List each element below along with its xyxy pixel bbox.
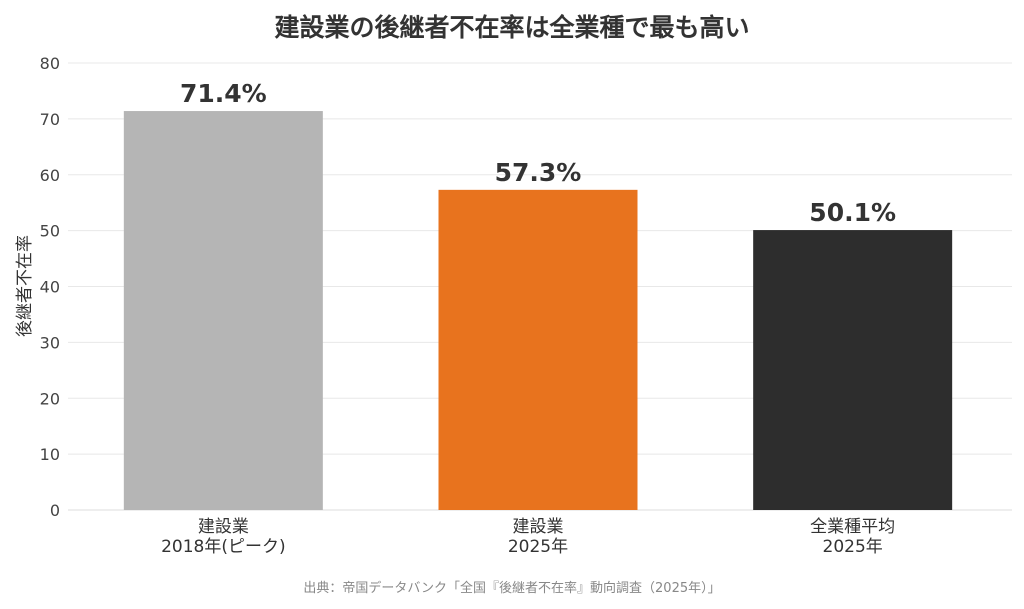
y-tick-label: 30	[40, 333, 60, 352]
y-tick-label: 70	[40, 110, 60, 129]
x-category-label: 全業種平均 2025年	[810, 517, 895, 557]
value-labels: 71.4% 57.3% 50.1%	[180, 79, 896, 227]
y-tick-label: 0	[50, 501, 60, 520]
y-axis-label: 後継者不在率	[15, 235, 35, 337]
bar-value-label: 50.1%	[809, 198, 896, 227]
x-category-label: 建設業 2018年(ピーク)	[161, 517, 286, 557]
bar-value-label: 71.4%	[180, 79, 267, 108]
y-tick-label: 60	[40, 166, 60, 185]
x-category-label: 建設業 2025年	[508, 517, 568, 557]
x-category-label-line: 2025年	[823, 537, 883, 557]
x-category-label-line: 建設業	[198, 517, 249, 537]
y-tick-label: 50	[40, 222, 60, 241]
bar	[753, 230, 953, 510]
x-category-label-line: 2018年(ピーク)	[161, 537, 286, 557]
bars	[123, 111, 953, 511]
x-category-label-line: 全業種平均	[810, 517, 895, 537]
y-tick-label: 80	[40, 54, 60, 73]
y-axis-ticks: 0 10 20 30 40 50 60 70 80	[40, 54, 60, 520]
y-tick-label: 40	[40, 278, 60, 297]
y-tick-label: 20	[40, 389, 60, 408]
source-note: 出典：帝国データバンク「全国『後継者不在率』動向調査（2025年）」	[303, 580, 720, 596]
y-tick-label: 10	[40, 445, 60, 464]
bar	[438, 189, 638, 510]
bar-value-label: 57.3%	[495, 158, 582, 187]
chart-title: 建設業の後継者不在率は全業種で最も高い	[274, 13, 749, 42]
bar	[123, 111, 323, 511]
x-category-label-line: 建設業	[513, 517, 564, 537]
x-category-label-line: 2025年	[508, 537, 568, 557]
